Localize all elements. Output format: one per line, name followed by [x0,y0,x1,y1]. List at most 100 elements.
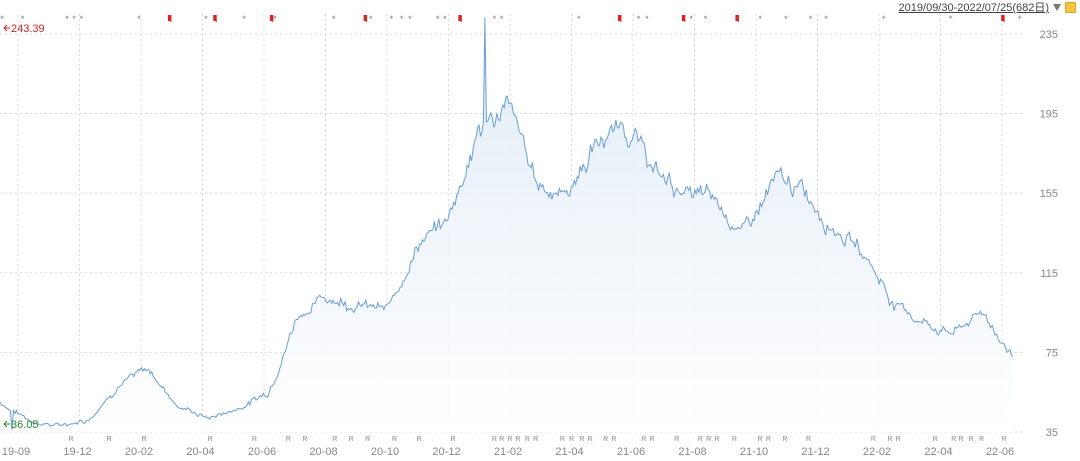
x-axis-ticks: 19-09 19-12 20-02 20-04 20-06 20-08 20-10 20-12… [2,446,1014,458]
bottom-r-mark: R [611,436,616,443]
date-range-selector[interactable]: 2019/09/30-2022/07/25(682日) [898,0,1076,14]
bottom-r-mark: R [252,436,257,443]
bottom-r-mark: R [365,436,370,443]
star-marker: * [882,14,886,24]
bottom-r-mark: R [806,436,811,443]
y-tick-label: 235 [1040,29,1058,41]
bottom-r-mark: R [603,436,608,443]
bottom-r-mark: R [142,436,147,443]
bottom-r-mark: R [560,436,565,443]
bottom-r-mark: R [887,436,892,443]
bottom-r-mark: R [286,436,291,443]
high-label: 243.39 [11,23,45,35]
x-tick-label: 21-08 [678,446,706,458]
bottom-r-mark: R [569,436,574,443]
bottom-r-mark: R [349,436,354,443]
x-tick-label: 20-12 [432,446,460,458]
bottom-r-mark: R [533,436,538,443]
flag-marker-icon [363,15,367,21]
bottom-r-mark: R [766,436,771,443]
x-tick-label: 21-06 [617,446,645,458]
y-tick-label: 115 [1040,268,1058,280]
high-annotation: 243.39 [3,23,45,35]
x-tick-label: 20-08 [309,446,337,458]
flag-marker-icon [213,15,217,21]
low-annotation: 36.05 [3,419,39,431]
y-tick-label: 195 [1040,109,1058,121]
bottom-r-mark: R [69,436,74,443]
y-tick-label: 35 [1046,427,1058,439]
bottom-r-mark: R [706,436,711,443]
bottom-r-mark: R [969,436,974,443]
x-tick-label: 21-10 [740,446,768,458]
star-marker: * [704,14,708,24]
dropdown-triangle-icon[interactable] [1053,3,1061,11]
price-line [0,17,1014,430]
bottom-r-mark: R [1002,436,1007,443]
star-marker: * [493,14,497,24]
x-tick-label: 20-06 [248,446,276,458]
x-tick-label: 20-10 [371,446,399,458]
event-markers: * * * * * * * * * * * * * * * * * * * * * * * * * * * * * * [0,14,1022,24]
star-marker: * [758,14,762,24]
bottom-r-mark: R [698,436,703,443]
x-tick-label: 22-06 [986,446,1014,458]
bottom-r-mark: R [507,436,512,443]
flag-marker-icon [458,15,462,21]
bottom-r-mark: R [499,436,504,443]
star-marker: * [137,14,141,24]
star-marker: * [949,14,953,24]
lock-icon[interactable] [1065,1,1076,13]
x-tick-label: 21-12 [801,446,829,458]
star-marker: * [577,14,581,24]
flag-marker-icon [735,15,739,21]
bottom-r-mark: R [979,436,984,443]
bottom-r-mark: R [782,436,787,443]
y-tick-label: 75 [1046,347,1058,359]
star-marker: * [400,14,404,24]
star-marker: * [273,14,277,24]
star-marker: * [443,14,447,24]
bottom-r-mark: R [392,436,397,443]
star-marker: * [65,14,69,24]
bottom-r-mark: R [516,436,521,443]
star-marker: * [809,14,813,24]
y-tick-label: 155 [1040,188,1058,200]
bottom-r-mark: R [208,436,213,443]
bottom-r-mark: R [492,436,497,443]
bottom-r-mark: R [674,436,679,443]
star-marker: * [645,14,649,24]
flag-marker-icon [1001,15,1005,21]
date-range-label[interactable]: 2019/09/30-2022/07/25(682日) [898,2,1049,14]
y-axis-ticks: 35 75 115 155 195 235 [1040,29,1058,439]
star-marker: * [80,14,84,24]
x-tick-label: 21-02 [494,446,522,458]
bottom-r-mark: R [933,436,938,443]
bottom-r-mark: R [107,436,112,443]
bottom-r-mark: R [588,436,593,443]
star-marker: * [500,14,504,24]
low-arrow-icon [3,420,10,428]
flag-marker-icon [681,15,685,21]
x-tick-label: 19-09 [2,446,30,458]
star-marker: * [436,14,440,24]
low-label: 36.05 [11,419,39,431]
bottom-r-mark: R [958,436,963,443]
bottom-r-mark: R [714,436,719,443]
bottom-r-mark: R [871,436,876,443]
bottom-r-mark: R [332,436,337,443]
star-marker: * [21,14,25,24]
bottom-r-mark: R [732,436,737,443]
x-tick-label: 22-02 [863,446,891,458]
bottom-r-mark: R [302,436,307,443]
bottom-r-mark: R [896,436,901,443]
star-marker: * [204,14,208,24]
x-tick-label: 19-12 [63,446,91,458]
star-marker: * [689,14,693,24]
bottom-r-mark: R [525,436,530,443]
x-tick-label: 20-04 [186,446,214,458]
flag-marker-icon [269,15,273,21]
bottom-r-mark: R [951,436,956,443]
high-arrow-icon [3,24,10,32]
